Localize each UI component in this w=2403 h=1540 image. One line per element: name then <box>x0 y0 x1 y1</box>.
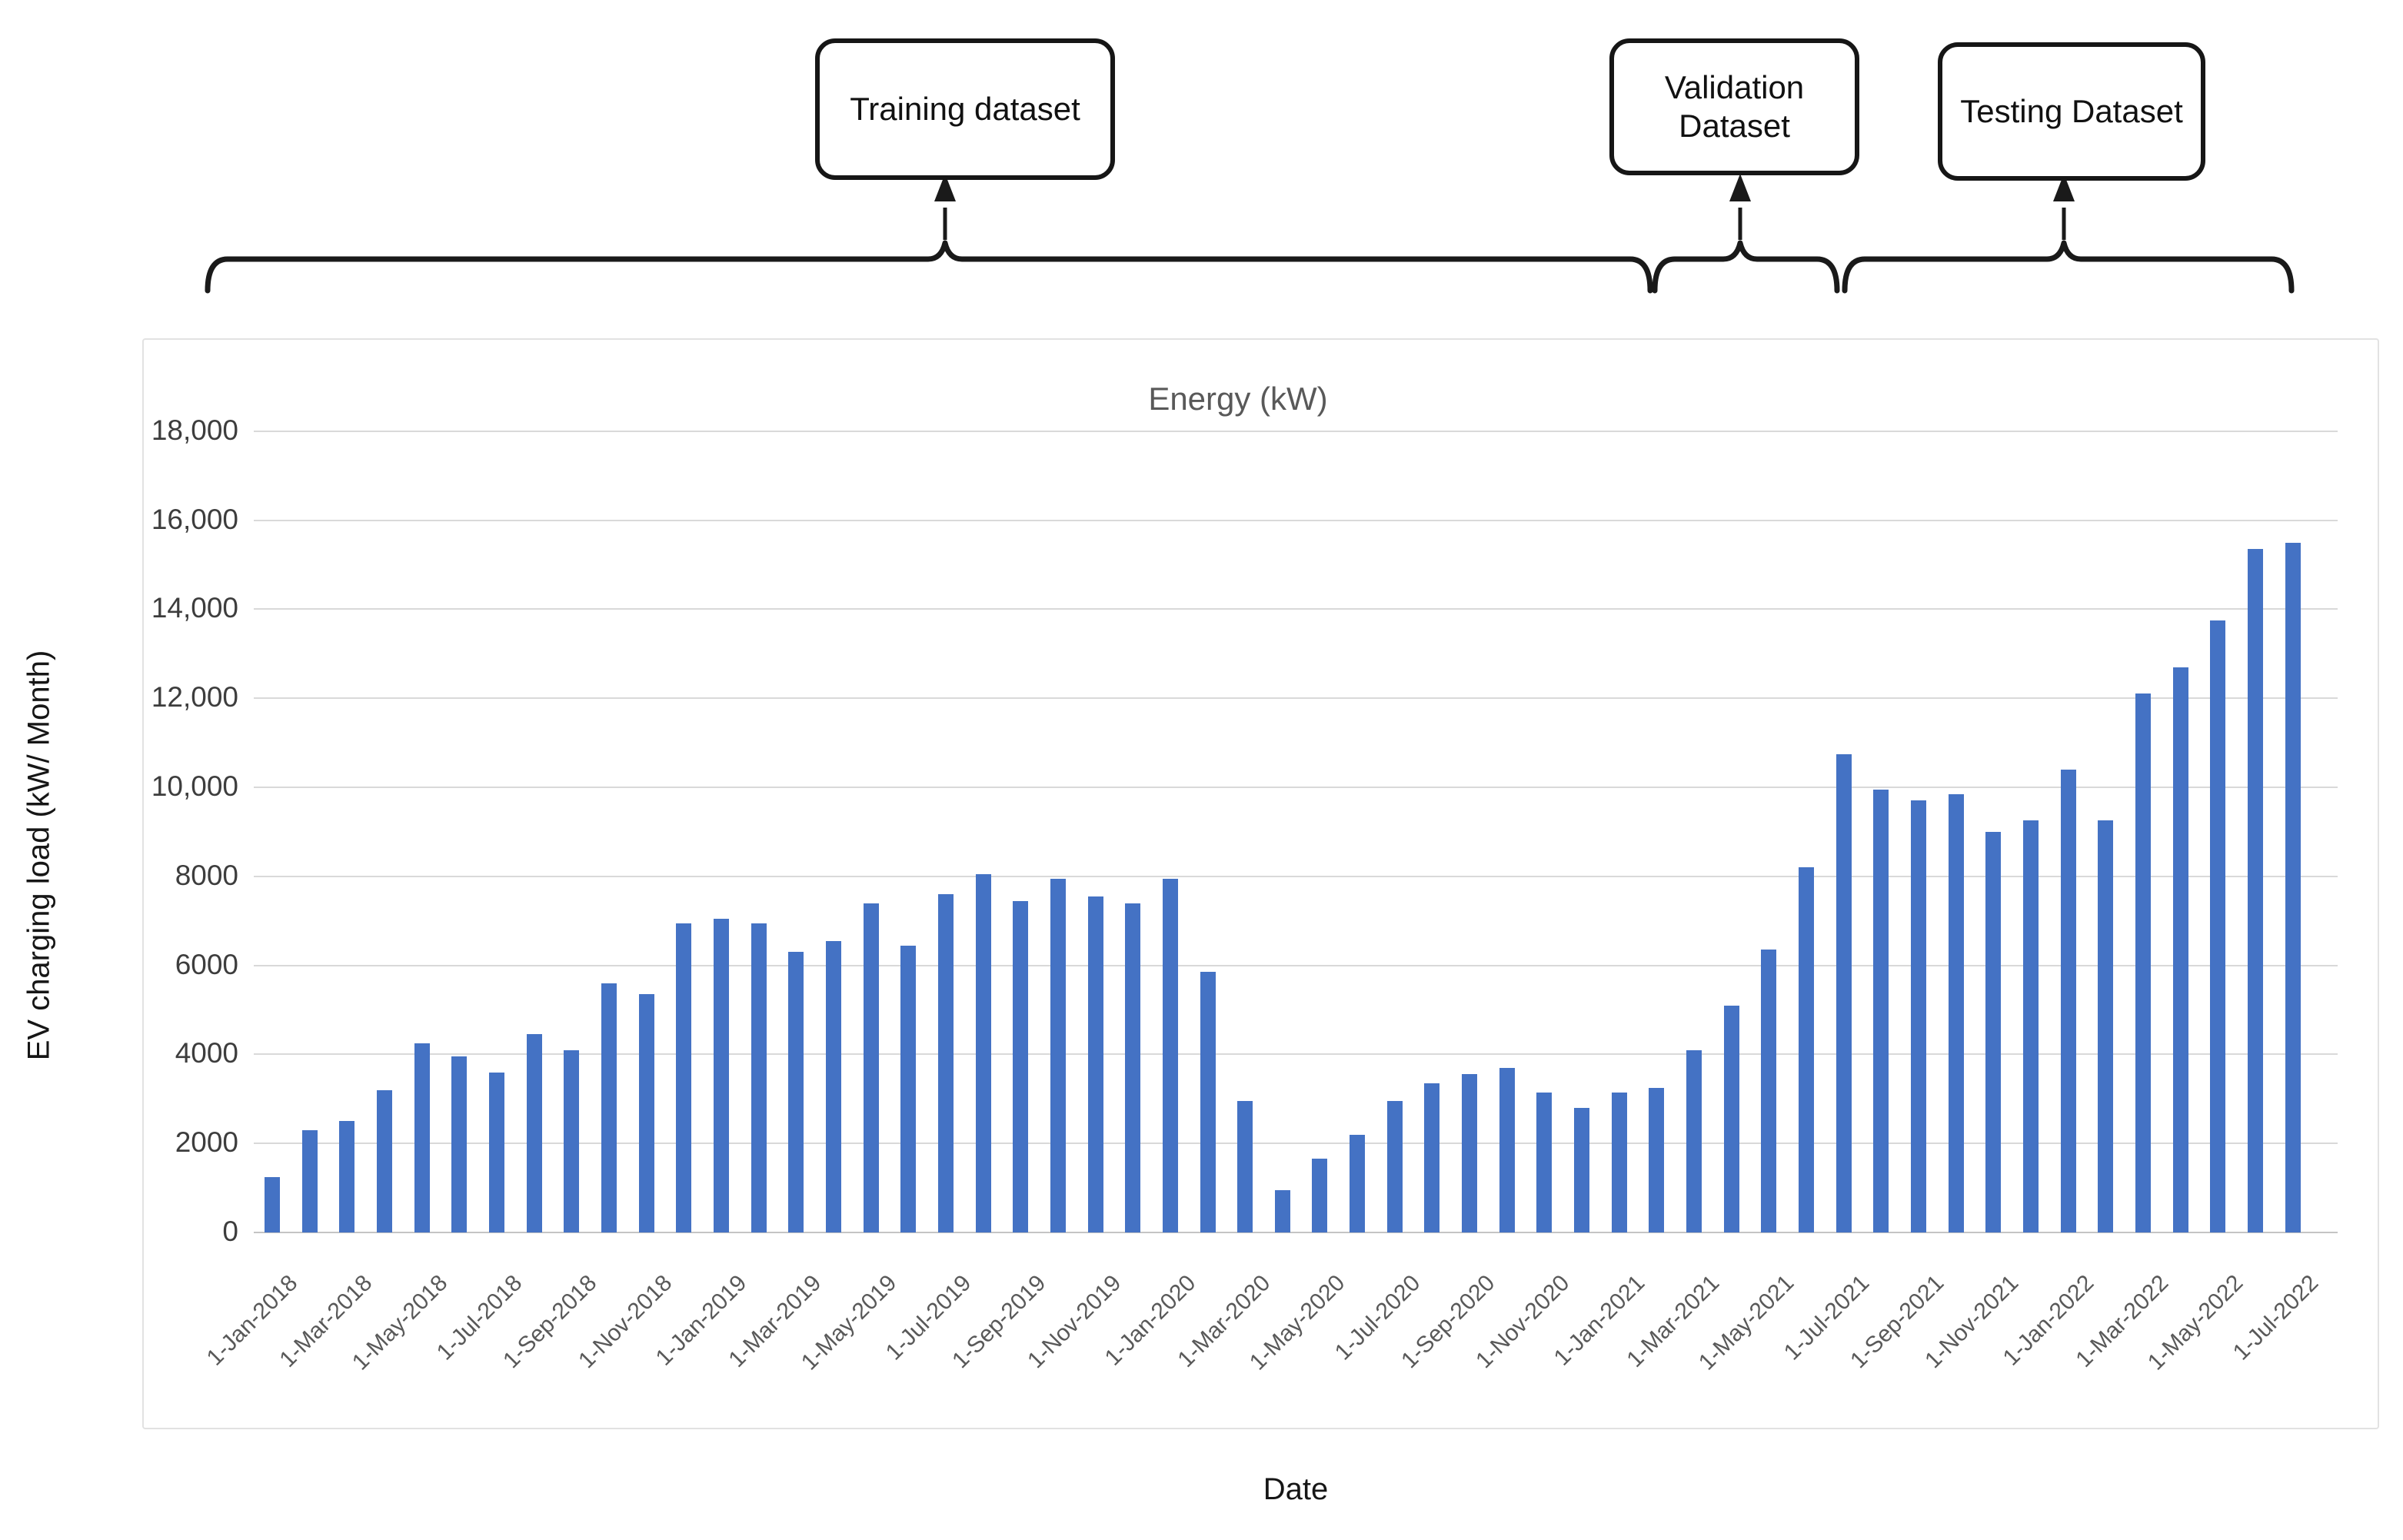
bar-1-Dec-2021 <box>2023 820 2039 1232</box>
bar-1-Dec-2020 <box>1574 1108 1590 1232</box>
bar-1-Jan-2019 <box>713 919 729 1232</box>
gridline-8000 <box>254 875 2338 877</box>
bar-1-Mar-2020 <box>1237 1101 1253 1232</box>
bar-1-Jun-2021 <box>1799 867 1815 1232</box>
bar-1-Mar-2018 <box>339 1121 355 1232</box>
bar-1-Jul-2018 <box>488 1073 504 1232</box>
bar-1-Jun-2022 <box>2247 549 2263 1232</box>
bar-1-Feb-2018 <box>301 1130 318 1232</box>
y-tick-8000: 8000 <box>175 859 238 891</box>
bar-1-May-2020 <box>1312 1159 1328 1232</box>
bar-1-Apr-2020 <box>1274 1190 1290 1232</box>
y-tick-4000: 4000 <box>175 1037 238 1069</box>
bar-1-Nov-2018 <box>638 994 654 1232</box>
bar-1-Jul-2022 <box>2285 543 2301 1232</box>
bar-1-Jun-2019 <box>900 946 917 1232</box>
testing-brace-icon <box>1842 240 2295 294</box>
gridline-10,000 <box>254 787 2338 788</box>
bar-1-May-2019 <box>863 903 879 1232</box>
bar-1-Jul-2019 <box>937 894 954 1232</box>
bar-1-Nov-2020 <box>1536 1093 1553 1232</box>
bar-1-Jan-2022 <box>2060 770 2076 1232</box>
bar-1-Sep-2021 <box>1911 800 1927 1232</box>
training-brace-icon <box>205 240 1653 294</box>
gridline-16,000 <box>254 519 2338 521</box>
bar-1-Feb-2021 <box>1649 1088 1665 1232</box>
y-axis-title: EV charging load (kW/ Month) <box>22 650 56 1061</box>
bar-1-Sep-2018 <box>564 1050 580 1232</box>
gridline-0 <box>254 1232 2338 1233</box>
testing-dataset-box: Testing Dataset <box>1938 42 2205 181</box>
bar-1-Oct-2019 <box>1050 879 1066 1232</box>
y-tick-10,000: 10,000 <box>151 770 238 802</box>
bar-1-Aug-2018 <box>526 1034 542 1232</box>
gridline-6000 <box>254 964 2338 966</box>
bar-1-Mar-2022 <box>2135 693 2151 1232</box>
bar-1-Sep-2019 <box>1013 901 1029 1232</box>
bar-1-Oct-2018 <box>601 983 617 1232</box>
gridline-12,000 <box>254 697 2338 700</box>
y-tick-14,000: 14,000 <box>151 592 238 624</box>
bar-1-Dec-2019 <box>1125 903 1141 1232</box>
gridline-14,000 <box>254 608 2338 610</box>
bar-1-Jul-2021 <box>1836 754 1852 1232</box>
bar-1-Jun-2020 <box>1350 1135 1366 1232</box>
dataset-split-braces <box>205 174 2295 294</box>
training-dataset-label: Training dataset <box>850 90 1080 127</box>
bar-1-Mar-2019 <box>788 952 804 1232</box>
bar-1-Feb-2020 <box>1200 972 1216 1232</box>
training-dataset-box: Training dataset <box>815 38 1115 180</box>
bar-1-May-2021 <box>1761 950 1777 1232</box>
bar-1-Apr-2021 <box>1723 1006 1739 1232</box>
y-tick-2000: 2000 <box>175 1126 238 1159</box>
validation-dataset-box: Validation Dataset <box>1609 38 1859 175</box>
gridline-2000 <box>254 1143 2338 1145</box>
bar-1-Jan-2021 <box>1611 1093 1627 1232</box>
validation-dataset-label: Validation Dataset <box>1664 68 1805 144</box>
bar-1-Oct-2020 <box>1499 1068 1515 1232</box>
x-axis-title: Date <box>1263 1472 1329 1506</box>
bar-1-Mar-2021 <box>1686 1050 1702 1232</box>
testing-dataset-label: Testing Dataset <box>1960 92 2183 129</box>
bar-1-Sep-2020 <box>1462 1074 1478 1232</box>
plot-area <box>254 430 2338 1242</box>
bar-1-Apr-2019 <box>825 941 841 1232</box>
gridline-18,000 <box>254 430 2338 432</box>
bar-1-Jan-2020 <box>1162 879 1178 1232</box>
bar-1-May-2022 <box>2210 620 2226 1232</box>
bar-1-Nov-2019 <box>1087 896 1103 1232</box>
bar-1-Jan-2018 <box>265 1177 280 1232</box>
y-tick-6000: 6000 <box>175 948 238 980</box>
bar-1-Apr-2022 <box>2172 667 2188 1232</box>
validation-brace-icon <box>1652 240 1840 294</box>
bar-1-Aug-2020 <box>1424 1083 1440 1232</box>
bar-1-Nov-2021 <box>1985 832 2002 1232</box>
bar-1-Jul-2020 <box>1386 1101 1403 1232</box>
bar-1-Jun-2018 <box>451 1056 468 1232</box>
bar-1-Aug-2021 <box>1873 790 1889 1232</box>
bar-1-Feb-2019 <box>751 923 767 1232</box>
chart-title: Energy (kW) <box>1148 381 1328 417</box>
bar-1-Aug-2019 <box>975 874 991 1232</box>
testing-arrowhead-icon <box>2053 174 2075 201</box>
bar-1-Dec-2018 <box>676 923 692 1232</box>
validation-arrowhead-icon <box>1729 174 1751 201</box>
training-arrowhead-icon <box>934 174 956 201</box>
y-tick-12,000: 12,000 <box>151 681 238 713</box>
gridline-4000 <box>254 1053 2338 1056</box>
y-tick-18,000: 18,000 <box>151 414 238 446</box>
bar-1-Apr-2018 <box>376 1090 392 1232</box>
y-tick-16,000: 16,000 <box>151 503 238 535</box>
bar-1-Oct-2021 <box>1948 794 1964 1232</box>
y-tick-0: 0 <box>222 1216 238 1247</box>
bar-1-Feb-2022 <box>2098 820 2114 1232</box>
bar-1-May-2018 <box>414 1043 430 1232</box>
